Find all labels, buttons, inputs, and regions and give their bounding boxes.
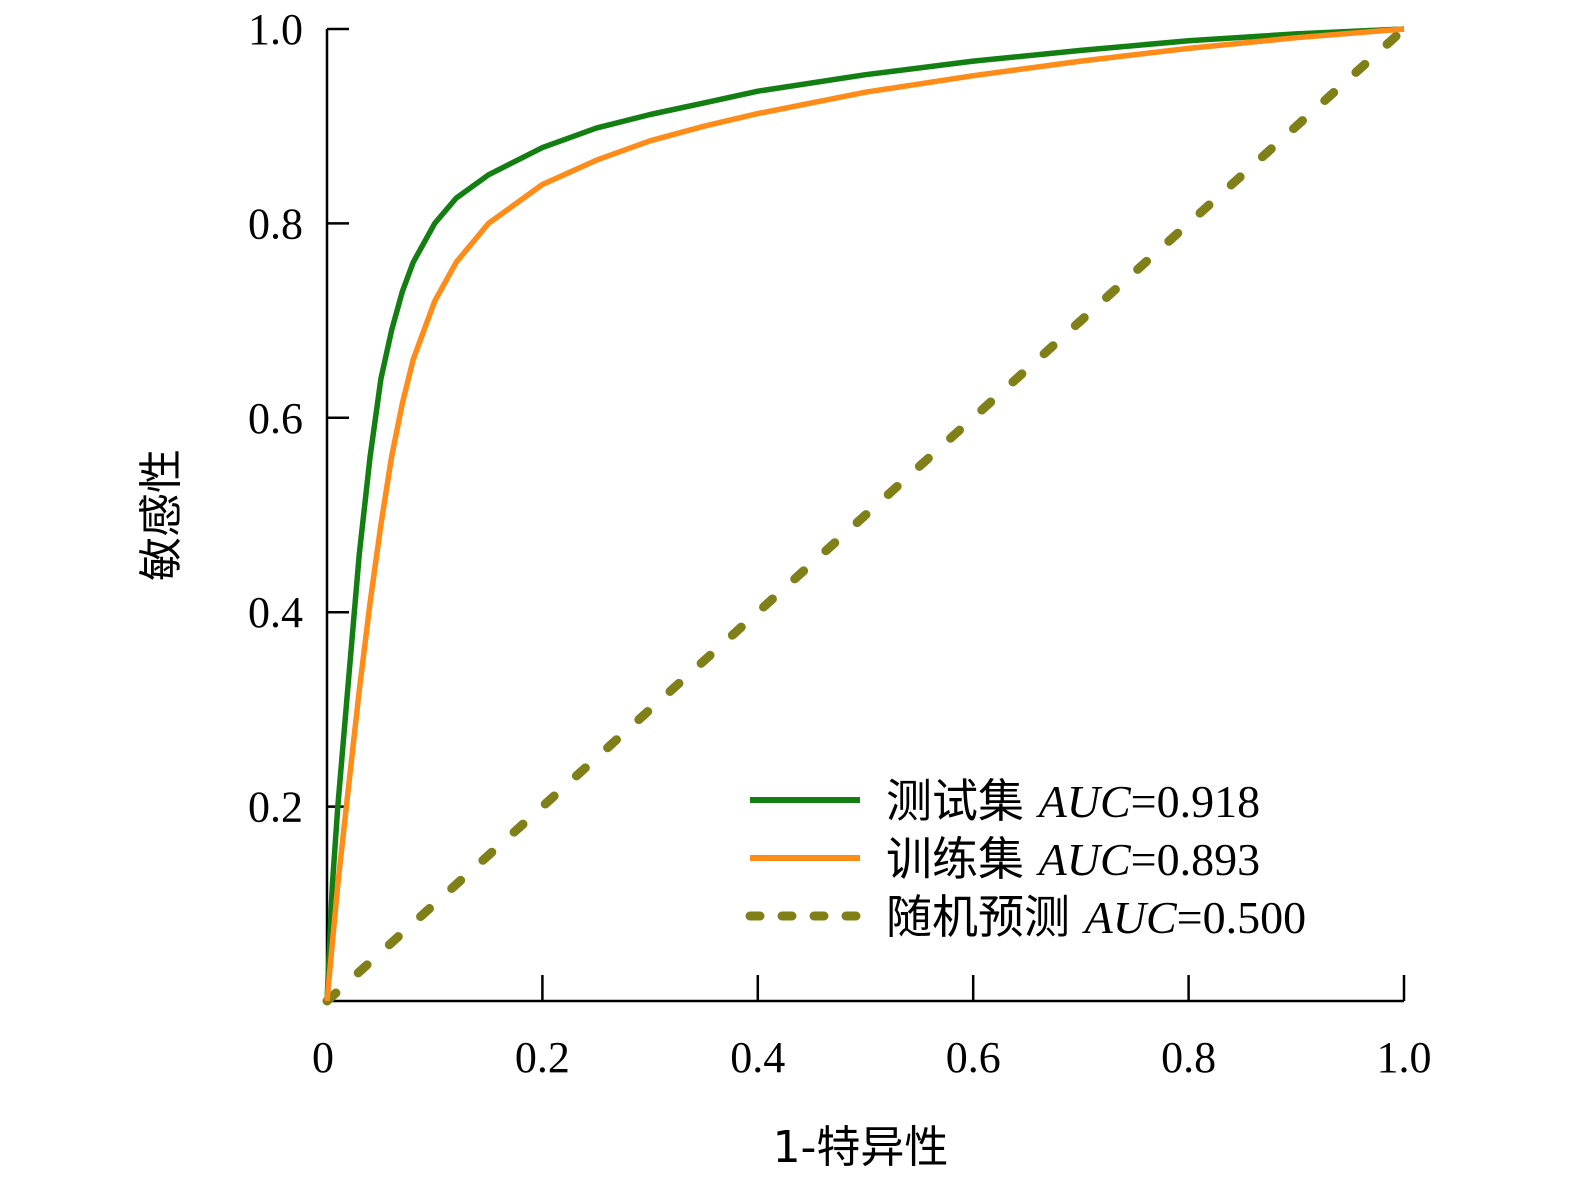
x-tick-label: 0.8 [1161, 1033, 1216, 1082]
legend-auc-value: =0.918 [1131, 776, 1260, 827]
x-axis-title: 1-特异性 [773, 1122, 949, 1173]
series-line-1 [324, 26, 1405, 1002]
x-tick-label: 0.4 [730, 1033, 785, 1082]
x-tick-label: 0.6 [946, 1033, 1001, 1082]
series-line-2 [322, 24, 1409, 1006]
legend-auc-label: AUC [1082, 892, 1178, 943]
legend-label: 测试集 AUC=0.918 [886, 774, 1260, 828]
series-line-0 [324, 26, 1405, 1002]
y-tick-label: 0.4 [248, 588, 303, 637]
y-tick-label: 1.0 [248, 5, 303, 54]
y-tick-label: 0.8 [248, 199, 303, 248]
legend-series-name: 随机预测 [886, 890, 1085, 944]
legend-auc-value: =0.500 [1177, 892, 1306, 943]
y-tick-label: 0.2 [248, 783, 303, 832]
x-tick-label: 0 [312, 1033, 334, 1082]
x-tick-label: 1.0 [1377, 1033, 1432, 1082]
legend-auc-value: =0.893 [1131, 834, 1260, 885]
legend-series-name: 训练集 [886, 832, 1039, 886]
y-tick-label: 0.6 [248, 394, 303, 443]
ticks: 0 0.2 0.4 0.6 0.8 1.0 0.2 0.4 0.6 0.8 1.0 [248, 5, 1432, 1082]
legend-label: 训练集 AUC=0.893 [886, 832, 1260, 886]
y-axis-title: 敏感性 [136, 449, 187, 581]
axes [325, 29, 1404, 1003]
x-tick-label: 0.2 [515, 1033, 570, 1082]
plot-lines [322, 24, 1409, 1006]
legend-auc-label: AUC [1036, 776, 1132, 827]
legend-label: 随机预测 AUC=0.500 [886, 890, 1306, 944]
legend-auc-label: AUC [1036, 834, 1132, 885]
legend-series-name: 测试集 [886, 774, 1039, 828]
